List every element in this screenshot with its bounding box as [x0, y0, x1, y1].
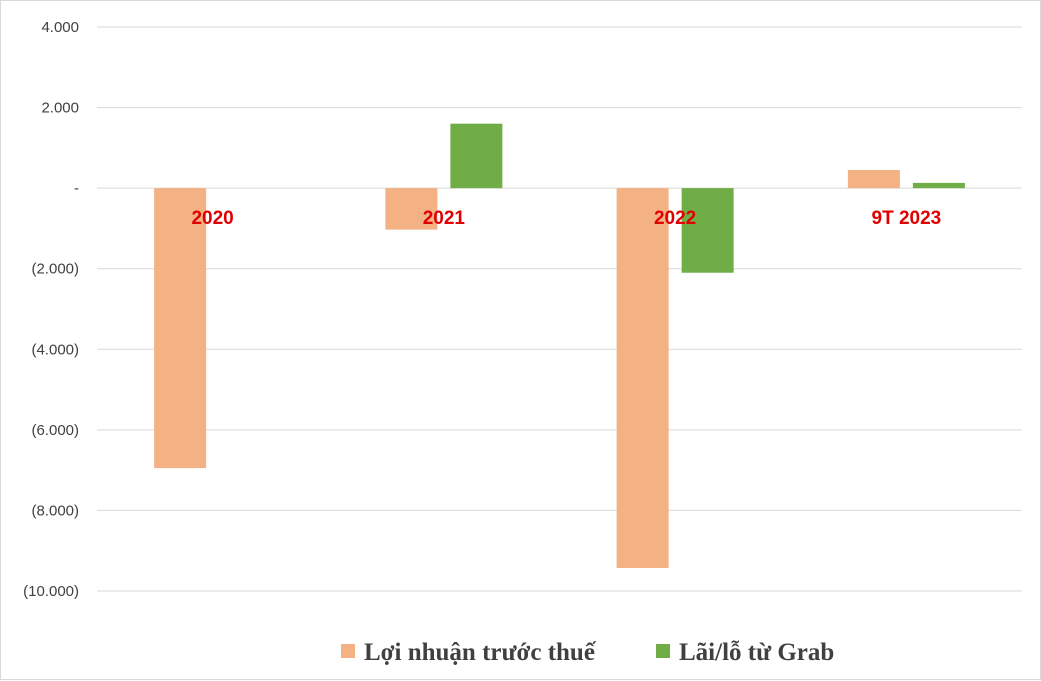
legend-swatch	[341, 644, 355, 658]
bar-lai-lo-tu-grab-2	[681, 188, 734, 273]
bar-lai-lo-tu-grab-3	[912, 182, 965, 189]
legend-item-loi-nhuan-truoc-thue: Lợi nhuận trước thuế	[341, 639, 597, 666]
bar-loi-nhuan-truoc-thue-0	[154, 188, 207, 469]
bar-loi-nhuan-truoc-thue-3	[847, 170, 900, 189]
category-labels: 2020 2021 2022 9T 2023	[191, 208, 941, 229]
category-label: 2022	[654, 208, 696, 229]
y-tick-label: (8.000)	[31, 502, 79, 519]
category-label: 2020	[191, 208, 233, 229]
legend-item-lai-lo-tu-grab: Lãi/lỗ từ Grab	[656, 639, 834, 666]
legend-label: Lợi nhuận trước thuế	[364, 639, 597, 666]
legend-swatch	[656, 644, 670, 658]
bar-loi-nhuan-truoc-thue-1	[385, 188, 438, 230]
category-label: 9T 2023	[872, 208, 942, 229]
bars	[154, 123, 965, 569]
category-label: 2021	[423, 208, 466, 229]
legend-label: Lãi/lỗ từ Grab	[679, 639, 834, 666]
y-tick-label: (2.000)	[31, 261, 79, 278]
y-tick-label: (10.000)	[23, 583, 79, 600]
bar-loi-nhuan-truoc-thue-2	[616, 188, 669, 569]
y-tick-label: (4.000)	[31, 341, 79, 358]
y-tick-label: -	[74, 180, 79, 197]
y-tick-label: 2.000	[41, 100, 79, 117]
y-tick-label: 4.000	[41, 19, 79, 36]
y-tick-label: (6.000)	[31, 422, 79, 439]
gridlines	[97, 26, 1022, 592]
y-axis-tick-labels: 4.000 2.000 - (2.000) (4.000) (6.000) (8.000) (…	[23, 19, 79, 600]
bar-lai-lo-tu-grab-1	[450, 123, 503, 189]
legend: Lợi nhuận trước thuế Lãi/lỗ từ Grab	[341, 639, 834, 666]
